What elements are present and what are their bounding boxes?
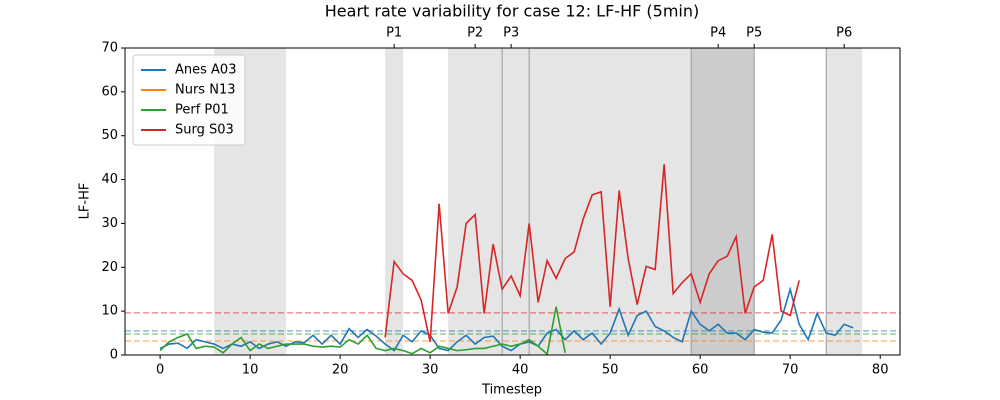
shaded-region (385, 48, 404, 355)
legend-label: Surg S03 (175, 123, 234, 138)
top-tick-label: P4 (710, 26, 726, 41)
top-tick-label: P1 (386, 26, 402, 41)
y-tick-label: 60 (101, 84, 118, 99)
series-line (384, 164, 800, 343)
shaded-region (448, 48, 692, 355)
x-tick-label: 40 (512, 363, 529, 378)
x-tick-label: 30 (422, 363, 439, 378)
top-tick-label: P3 (503, 26, 519, 41)
legend-label: Nurs N13 (175, 83, 235, 98)
x-tick-label: 60 (692, 363, 709, 378)
top-tick-label: P2 (467, 26, 483, 41)
chart-title: Heart rate variability for case 12: LF-H… (325, 2, 699, 21)
legend-box (132, 54, 246, 146)
x-tick-label: 80 (872, 363, 889, 378)
y-tick-label: 0 (110, 348, 118, 363)
x-tick-label: 0 (156, 363, 164, 378)
x-tick-label: 70 (782, 363, 799, 378)
y-tick-label: 20 (101, 260, 118, 275)
x-axis-label: Timestep (481, 383, 542, 398)
y-tick-label: 40 (101, 172, 118, 187)
x-tick-label: 10 (242, 363, 259, 378)
series-line (159, 286, 854, 352)
legend-label: Anes A03 (175, 63, 236, 78)
series-line (159, 306, 566, 356)
y-tick-label: 30 (101, 216, 118, 231)
x-tick-label: 20 (332, 363, 349, 378)
plot-frame (124, 47, 901, 356)
y-axis-label: LF-HF (78, 183, 93, 220)
y-tick-label: 70 (101, 41, 118, 56)
y-tick-label: 50 (101, 128, 118, 143)
y-tick-label: 10 (101, 304, 118, 319)
shaded-region (826, 48, 863, 355)
legend-label: Perf P01 (175, 103, 229, 118)
top-tick-label: P5 (746, 26, 762, 41)
x-tick-label: 50 (602, 363, 619, 378)
top-tick-label: P6 (836, 26, 852, 41)
